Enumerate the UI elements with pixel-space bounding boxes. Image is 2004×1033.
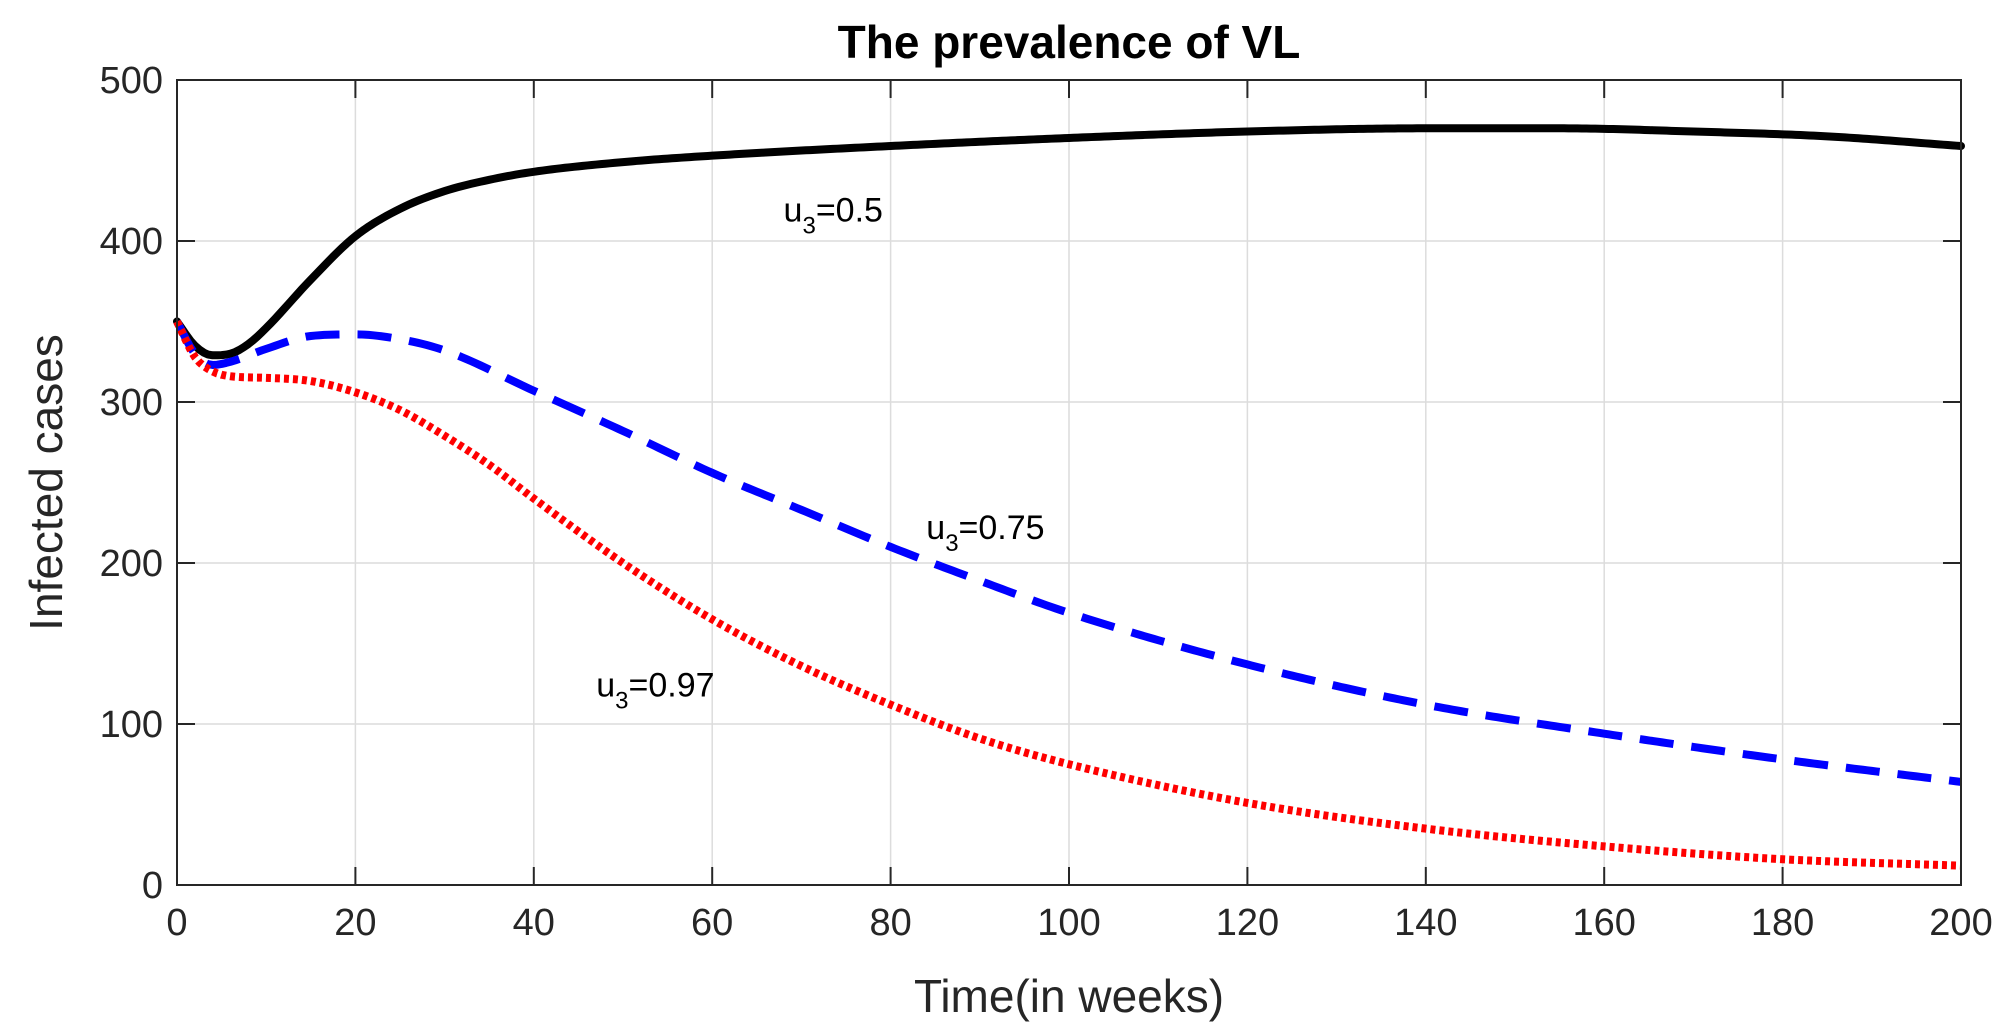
tick-marks — [176, 79, 1962, 886]
x-tick-label: 160 — [1572, 902, 1635, 944]
annotation-value: =0.75 — [959, 509, 1045, 547]
chart-title: The prevalence of VL — [838, 16, 1301, 68]
x-tick-label: 200 — [1929, 902, 1992, 944]
annotation-value: =0.97 — [629, 667, 715, 705]
series-line-3 — [173, 319, 1962, 870]
y-axis-label: Infected cases — [20, 334, 72, 631]
annotation-subscript: 3 — [615, 688, 628, 715]
annotation-3: u3=0.97 — [596, 667, 714, 715]
y-tick-label: 0 — [142, 865, 163, 907]
annotation-base: u — [784, 192, 803, 230]
x-tick-label: 80 — [869, 902, 911, 944]
series-line-2 — [173, 319, 1962, 786]
x-tick-label: 100 — [1037, 902, 1100, 944]
y-tick-label: 200 — [100, 543, 163, 585]
y-tick-label: 400 — [100, 221, 163, 263]
x-tick-labels: 0 20 40 60 80 100 120 140 160 180 200 — [166, 902, 1992, 944]
annotation-2: u3=0.75 — [926, 509, 1044, 557]
x-tick-label: 40 — [513, 902, 555, 944]
annotation-base: u — [926, 509, 945, 547]
x-tick-label: 140 — [1394, 902, 1457, 944]
x-tick-label: 180 — [1751, 902, 1814, 944]
x-tick-label: 60 — [691, 902, 733, 944]
plot-area — [173, 79, 1965, 886]
x-tick-label: 20 — [334, 902, 376, 944]
y-tick-label: 100 — [100, 704, 163, 746]
y-tick-label: 300 — [100, 382, 163, 424]
x-tick-label: 120 — [1216, 902, 1279, 944]
x-axis-label: Time(in weeks) — [914, 970, 1224, 1022]
annotation-subscript: 3 — [945, 530, 958, 557]
y-tick-label: 500 — [100, 60, 163, 102]
annotation-1: u3=0.5 — [784, 192, 883, 240]
x-tick-label: 0 — [166, 902, 187, 944]
series-line-1 — [173, 124, 1965, 360]
annotation-base: u — [596, 667, 615, 705]
annotation-subscript: 3 — [802, 213, 815, 240]
annotation-value: =0.5 — [816, 192, 883, 230]
y-tick-labels: 0 100 200 300 400 500 — [100, 60, 163, 907]
grid-lines — [177, 80, 1961, 885]
series-lines — [173, 124, 1965, 870]
